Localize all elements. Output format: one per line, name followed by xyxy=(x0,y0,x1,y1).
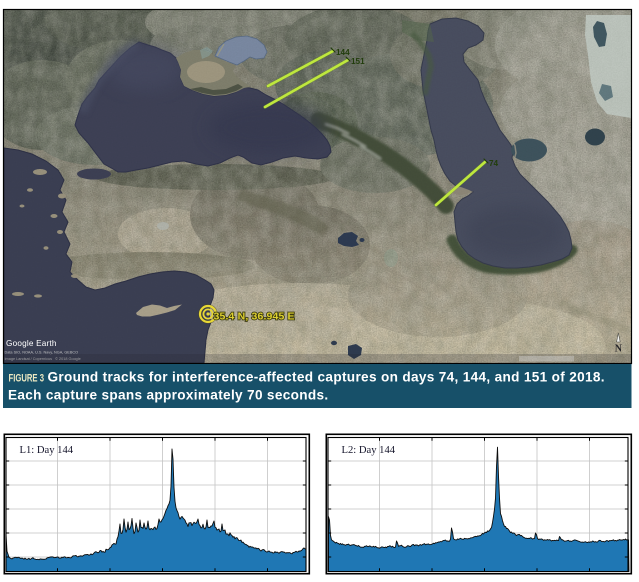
svg-text:Ground tracks for interference: Ground tracks for interference-affected … xyxy=(48,370,605,385)
svg-text:35.4 N, 36.945 E: 35.4 N, 36.945 E xyxy=(214,311,295,323)
svg-text:Data SIO, NOAA, U.S. Navy, NGA: Data SIO, NOAA, U.S. Navy, NGA, GEBCO xyxy=(5,351,79,355)
svg-text:144: 144 xyxy=(336,48,350,57)
svg-text:L2: Day 144: L2: Day 144 xyxy=(342,445,396,456)
svg-text:Image Landsat / Copernicus ©: Image Landsat / Copernicus © 2018 Google xyxy=(5,357,81,361)
svg-text:Each capture spans approximate: Each capture spans approximately 70 seco… xyxy=(8,388,329,403)
svg-text:L1: Day 144: L1: Day 144 xyxy=(20,445,74,456)
svg-text:N: N xyxy=(615,344,623,355)
svg-text:Google Earth: Google Earth xyxy=(6,339,57,348)
svg-text:74: 74 xyxy=(489,159,499,168)
svg-text:FIGURE 3: FIGURE 3 xyxy=(9,372,44,385)
svg-text:151: 151 xyxy=(351,57,365,66)
